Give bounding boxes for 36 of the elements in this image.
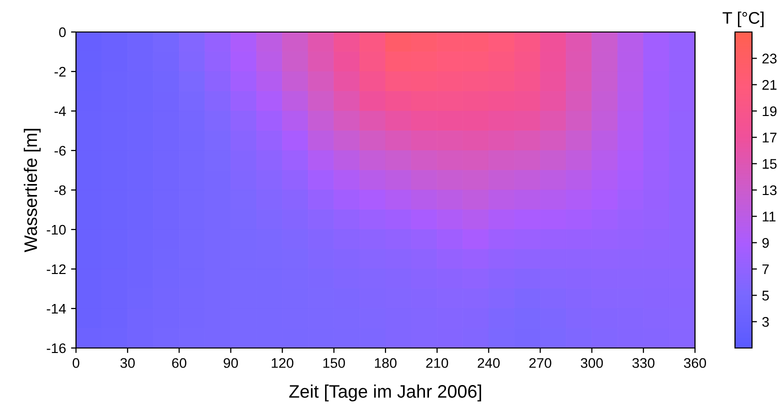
x-tick-label: 300 — [580, 358, 603, 368]
x-tick-label: 270 — [529, 358, 552, 368]
x-axis-title: Zeit [Tage im Jahr 2006] — [289, 384, 482, 402]
x-tick-label: 60 — [172, 358, 186, 368]
y-tick-label: -2 — [54, 66, 66, 77]
x-tick-label: 150 — [323, 358, 345, 368]
x-tick-label: 120 — [272, 358, 294, 368]
y-tick-label: 0 — [59, 27, 66, 38]
y-tick-label: -16 — [46, 343, 66, 354]
color-bar-label: 13 — [762, 185, 777, 196]
x-tick-label: 90 — [224, 358, 238, 368]
color-bar-title: T [°C] — [722, 12, 764, 28]
color-bar-label: 9 — [762, 238, 769, 248]
x-tick-label: 30 — [120, 358, 135, 368]
x-tick-label: 210 — [426, 358, 448, 368]
x-tick-label: 180 — [374, 358, 397, 368]
y-tick-label: -6 — [54, 146, 66, 156]
y-tick-label: -10 — [46, 224, 66, 235]
y-tick-label: -12 — [46, 264, 66, 274]
y-tick-label: -8 — [54, 185, 66, 196]
y-axis-title: Wassertiefe [m] — [24, 128, 41, 252]
x-tick-label: 330 — [632, 358, 654, 368]
y-tick-label: -14 — [46, 304, 66, 314]
color-bar-label: 3 — [762, 317, 769, 327]
x-tick-label: 240 — [478, 358, 500, 368]
x-tick-label: 360 — [684, 358, 706, 368]
color-bar-label: 19 — [762, 106, 777, 116]
color-bar-label: 5 — [762, 290, 769, 301]
color-bar-label: 15 — [762, 159, 777, 169]
color-bar-label: 11 — [762, 212, 776, 222]
color-bar-label: 21 — [762, 80, 776, 90]
color-bar-label: 23 — [762, 54, 777, 64]
color-bar-label: 17 — [762, 132, 776, 142]
x-tick-label: 0 — [72, 358, 80, 368]
y-tick-label: -4 — [54, 106, 66, 116]
color-bar-label: 7 — [762, 264, 769, 274]
